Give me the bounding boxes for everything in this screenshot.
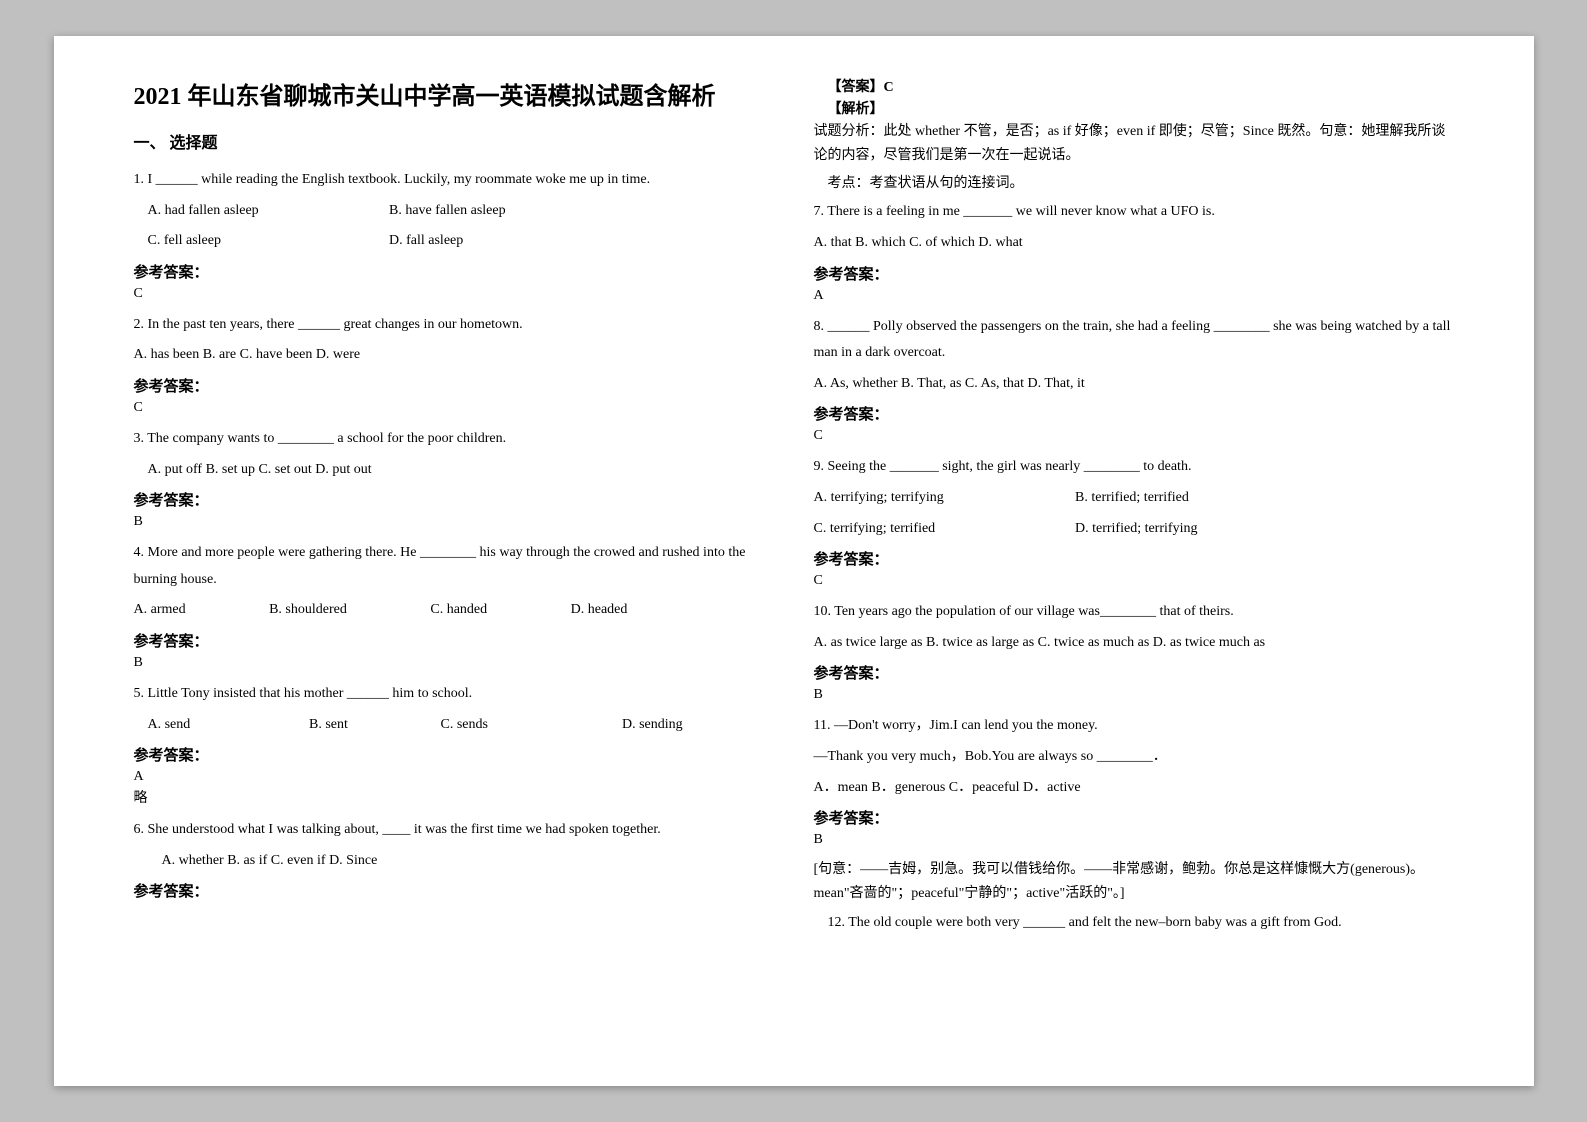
q4-answer: B: [134, 655, 774, 671]
q1-answer-label: 参考答案：: [134, 261, 774, 282]
q1-opt-a: A. had fallen asleep: [148, 198, 358, 225]
q1-answer: C: [134, 286, 774, 302]
q6-explain-1: 试题分析：此处 whether 不管，是否；as if 好像；even if 即…: [814, 120, 1454, 168]
question-10: 10. Ten years ago the population of our …: [814, 599, 1454, 656]
question-5: 5. Little Tony insisted that his mother …: [134, 681, 774, 738]
question-11: 11. —Don't worry，Jim.I can lend you the …: [814, 713, 1454, 801]
q7-options: A. that B. which C. of which D. what: [814, 230, 1454, 257]
q11-line2: —Thank you very much，Bob.You are always …: [814, 744, 1454, 771]
q9-opt-b: B. terrified; terrified: [1075, 485, 1189, 512]
question-2: 2. In the past ten years, there ______ g…: [134, 312, 774, 369]
q9-answer: C: [814, 573, 1454, 589]
exam-title: 2021 年山东省聊城市关山中学高一英语模拟试题含解析: [134, 76, 774, 111]
q3-answer-label: 参考答案：: [134, 489, 774, 510]
q8-answer-label: 参考答案：: [814, 403, 1454, 424]
question-4: 4. More and more people were gathering t…: [134, 540, 774, 624]
q10-answer-label: 参考答案：: [814, 662, 1454, 683]
q7-answer: A: [814, 288, 1454, 304]
q3-answer: B: [134, 514, 774, 530]
question-6: 6. She understood what I was talking abo…: [134, 817, 774, 874]
q4-opt-c: C. handed: [430, 597, 487, 624]
q3-options: A. put off B. set up C. set out D. put o…: [134, 457, 774, 484]
q6-explain-head: 【解析】: [814, 98, 1454, 118]
q6-answer-head: 【答案】C: [814, 76, 1454, 96]
q8-options: A. As, whether B. That, as C. As, that D…: [814, 371, 1454, 398]
q4-options: A. armed B. shouldered C. handed D. head…: [134, 597, 774, 624]
q5-answer: A: [134, 769, 774, 785]
exam-page: 2021 年山东省聊城市关山中学高一英语模拟试题含解析 一、 选择题 1. I …: [54, 36, 1534, 1086]
question-7: 7. There is a feeling in me _______ we w…: [814, 199, 1454, 256]
q11-answer: B: [814, 832, 1454, 848]
q5-note: 略: [134, 787, 774, 807]
question-12: 12. The old couple were both very ______…: [814, 910, 1454, 937]
q5-opt-d: D. sending: [622, 712, 683, 739]
q9-answer-label: 参考答案：: [814, 548, 1454, 569]
q8-text: 8. ______ Polly observed the passengers …: [814, 314, 1454, 367]
q11-answer-label: 参考答案：: [814, 807, 1454, 828]
q5-options: A. send B. sent C. sends D. sending: [134, 712, 774, 739]
q10-options: A. as twice large as B. twice as large a…: [814, 630, 1454, 657]
q5-text: 5. Little Tony insisted that his mother …: [134, 681, 774, 708]
q1-opt-d: D. fall asleep: [389, 228, 463, 255]
q4-opt-a: A. armed: [134, 597, 186, 624]
q8-answer: C: [814, 428, 1454, 444]
question-3: 3. The company wants to ________ a schoo…: [134, 426, 774, 483]
q6-text: 6. She understood what I was talking abo…: [134, 817, 774, 844]
q4-opt-d: D. headed: [571, 597, 628, 624]
left-column: 2021 年山东省聊城市关山中学高一英语模拟试题含解析 一、 选择题 1. I …: [114, 76, 794, 1046]
q1-options-row2: C. fell asleep D. fall asleep: [134, 228, 774, 255]
q4-opt-b: B. shouldered: [269, 597, 347, 624]
question-8: 8. ______ Polly observed the passengers …: [814, 314, 1454, 398]
q1-text: 1. I ______ while reading the English te…: [134, 167, 774, 194]
q9-text: 9. Seeing the _______ sight, the girl wa…: [814, 454, 1454, 481]
q5-opt-a: A. send: [148, 712, 278, 739]
q2-answer: C: [134, 400, 774, 416]
q9-opt-d: D. terrified; terrifying: [1075, 516, 1197, 543]
q2-text: 2. In the past ten years, there ______ g…: [134, 312, 774, 339]
right-column: 【答案】C 【解析】 试题分析：此处 whether 不管，是否；as if 好…: [794, 76, 1474, 1046]
q6-answer-label: 参考答案：: [134, 880, 774, 901]
q5-opt-c: C. sends: [441, 712, 591, 739]
q9-options-row2: C. terrifying; terrified D. terrified; t…: [814, 516, 1454, 543]
q7-answer-label: 参考答案：: [814, 263, 1454, 284]
q11-explain: [句意：——吉姆，别急。我可以借钱给你。——非常感谢，鲍勃。你总是这样慷慨大方(…: [814, 858, 1454, 906]
q9-opt-c: C. terrifying; terrified: [814, 516, 1044, 543]
q3-text: 3. The company wants to ________ a schoo…: [134, 426, 774, 453]
q6-options: A. whether B. as if C. even if D. Since: [134, 848, 774, 875]
q7-text: 7. There is a feeling in me _______ we w…: [814, 199, 1454, 226]
q2-answer-label: 参考答案：: [134, 375, 774, 396]
q1-opt-c: C. fell asleep: [148, 228, 358, 255]
q1-options-row1: A. had fallen asleep B. have fallen asle…: [134, 198, 774, 225]
q4-answer-label: 参考答案：: [134, 630, 774, 651]
q10-text: 10. Ten years ago the population of our …: [814, 599, 1454, 626]
q10-answer: B: [814, 687, 1454, 703]
q9-opt-a: A. terrifying; terrifying: [814, 485, 1044, 512]
q5-opt-b: B. sent: [309, 712, 409, 739]
q6-explain-2: 考点：考查状语从句的连接词。: [814, 172, 1454, 196]
q5-answer-label: 参考答案：: [134, 744, 774, 765]
q11-line1: 11. —Don't worry，Jim.I can lend you the …: [814, 713, 1454, 740]
question-1: 1. I ______ while reading the English te…: [134, 167, 774, 255]
q11-options: A．mean B．generous C．peaceful D．active: [814, 775, 1454, 802]
q1-opt-b: B. have fallen asleep: [389, 198, 506, 225]
question-9: 9. Seeing the _______ sight, the girl wa…: [814, 454, 1454, 542]
q12-text: 12. The old couple were both very ______…: [828, 910, 1454, 937]
q9-options-row1: A. terrifying; terrifying B. terrified; …: [814, 485, 1454, 512]
q4-text: 4. More and more people were gathering t…: [134, 540, 774, 593]
section-heading: 一、 选择题: [134, 129, 774, 153]
q2-options: A. has been B. are C. have been D. were: [134, 342, 774, 369]
